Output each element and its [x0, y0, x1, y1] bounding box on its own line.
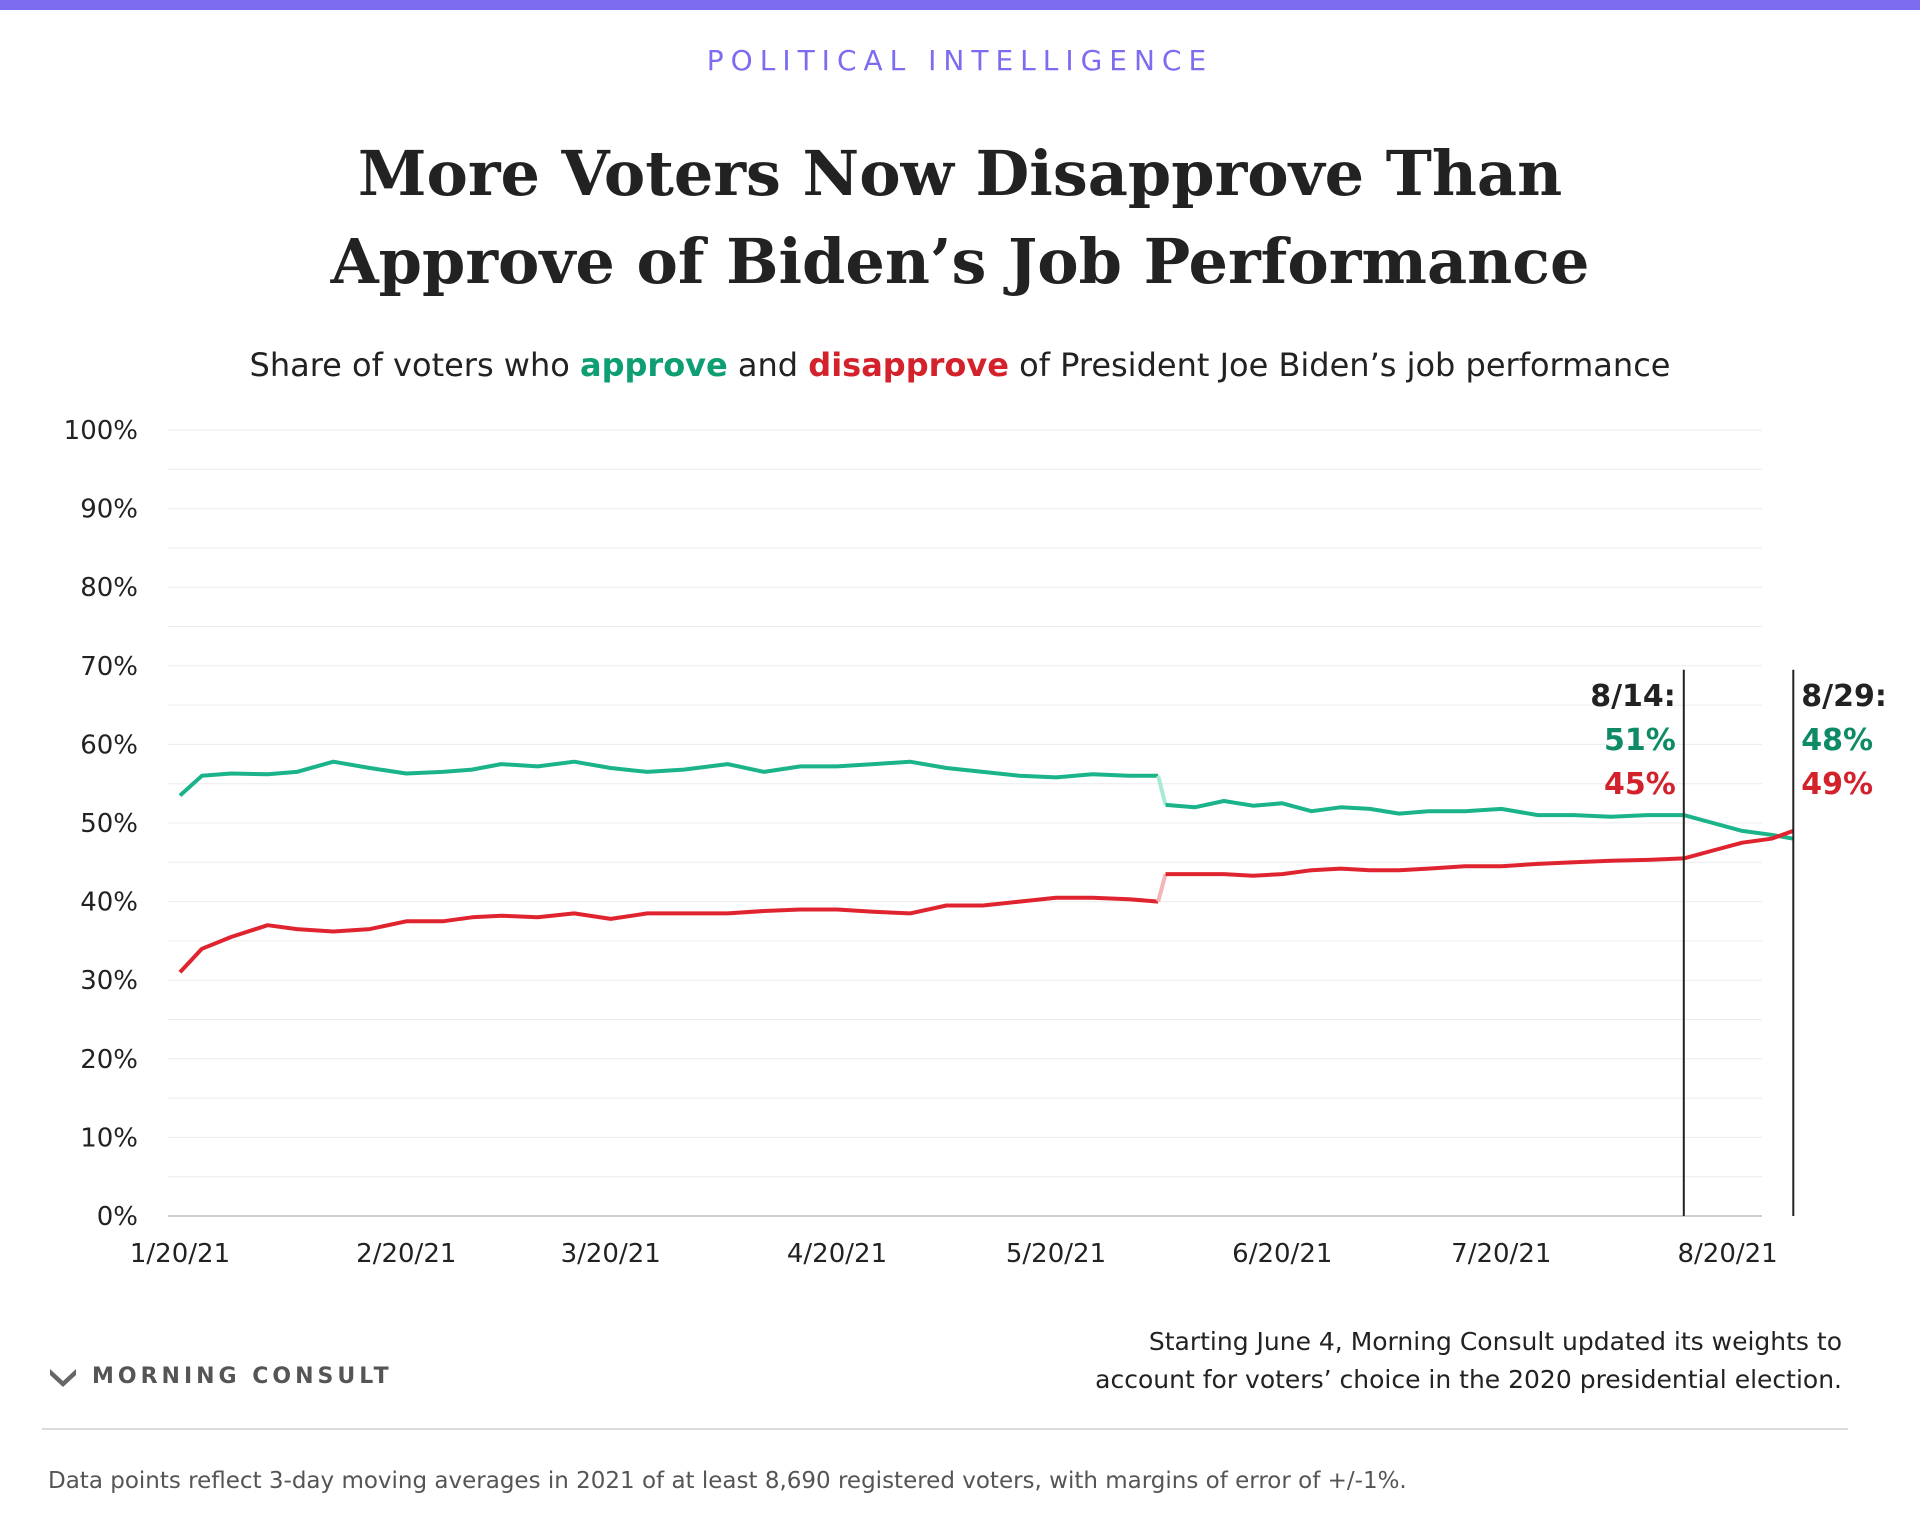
chart-title-line-1: More Voters Now Disapprove Than — [357, 137, 1563, 210]
y-tick-label: 60% — [80, 730, 138, 760]
chart-title: More Voters Now Disapprove Than Approve … — [160, 130, 1760, 306]
annotation-approve-value: 51% — [1604, 723, 1676, 758]
subtitle-text-2: and — [727, 346, 809, 384]
top-accent-bar — [0, 0, 1920, 10]
morning-consult-logo: MORNING CONSULT — [48, 1364, 393, 1389]
approve-series-line-after-reweight — [1165, 799, 1794, 841]
chart-subtitle: Share of voters who approve and disappro… — [0, 346, 1920, 384]
y-tick-label: 100% — [64, 416, 138, 446]
disapprove-series-line-after-reweight — [1165, 829, 1794, 878]
x-tick-label: 4/20/21 — [787, 1239, 887, 1269]
x-tick-label: 8/20/21 — [1677, 1239, 1777, 1269]
annotation-disapprove-value: 45% — [1604, 767, 1676, 802]
x-tick-label: 7/20/21 — [1451, 1239, 1551, 1269]
x-tick-label: 6/20/21 — [1232, 1239, 1332, 1269]
morning-consult-logo-icon — [50, 1368, 76, 1387]
y-tick-label: 70% — [80, 652, 138, 682]
subtitle-disapprove-label: disapprove — [808, 346, 1009, 384]
annotations: 8/14: 51% 45% 8/29: 48% 49% — [1590, 669, 1887, 1216]
grid-lines — [168, 429, 1762, 1217]
methodology-note: Starting June 4, Morning Consult updated… — [1095, 1323, 1842, 1399]
approve-series-line-before-reweight — [178, 759, 1159, 797]
annotation-disapprove-value: 49% — [1801, 767, 1873, 802]
y-tick-label: 50% — [80, 809, 138, 839]
annotation-date: 8/14: — [1590, 679, 1676, 714]
y-tick-label: 10% — [80, 1123, 138, 1153]
subtitle-text-3: of President Joe Biden’s job performance — [1008, 346, 1671, 384]
approve-series-transition — [1156, 775, 1168, 806]
y-tick-label: 0% — [97, 1202, 138, 1232]
disapprove-series-line-before-reweight — [178, 895, 1159, 974]
y-tick-label: 40% — [80, 888, 138, 918]
x-tick-label: 3/20/21 — [561, 1239, 661, 1269]
series-lines — [178, 759, 1794, 974]
y-tick-label: 30% — [80, 966, 138, 996]
y-tick-label: 20% — [80, 1045, 138, 1075]
section-kicker: POLITICAL INTELLIGENCE — [706, 44, 1214, 77]
annotation-approve-value: 48% — [1801, 723, 1873, 758]
subtitle-approve-label: approve — [580, 346, 728, 384]
x-tick-label: 1/20/21 — [130, 1239, 230, 1269]
subtitle-text-1: Share of voters who — [249, 346, 580, 384]
methodology-note-line-2: account for voters’ choice in the 2020 p… — [1095, 1365, 1842, 1394]
chart-title-line-2: Approve of Biden’s Job Performance — [330, 225, 1590, 298]
x-tick-label: 5/20/21 — [1006, 1239, 1106, 1269]
disapprove-series-transition — [1156, 873, 1168, 903]
footer-divider — [42, 1428, 1848, 1430]
approval-line-chart: 0% 10% 20% 30% 40% 50% 60% 70% 80% 90% 100% 1/20/2… — [64, 416, 1887, 1269]
y-tick-label: 80% — [80, 573, 138, 603]
methodology-note-line-1: Starting June 4, Morning Consult updated… — [1148, 1327, 1842, 1356]
y-axis-tick-labels: 0% 10% 20% 30% 40% 50% 60% 70% 80% 90% 100% — [64, 416, 138, 1232]
data-footnote: Data points reflect 3-day moving average… — [48, 1468, 1407, 1494]
y-tick-label: 90% — [80, 495, 138, 525]
logo-text: MORNING CONSULT — [92, 1364, 393, 1389]
x-axis-tick-labels: 1/20/21 2/20/21 3/20/21 4/20/21 5/20/21 6/20/… — [130, 1239, 1778, 1269]
x-tick-label: 2/20/21 — [356, 1239, 456, 1269]
annotation-date: 8/29: — [1801, 679, 1887, 714]
